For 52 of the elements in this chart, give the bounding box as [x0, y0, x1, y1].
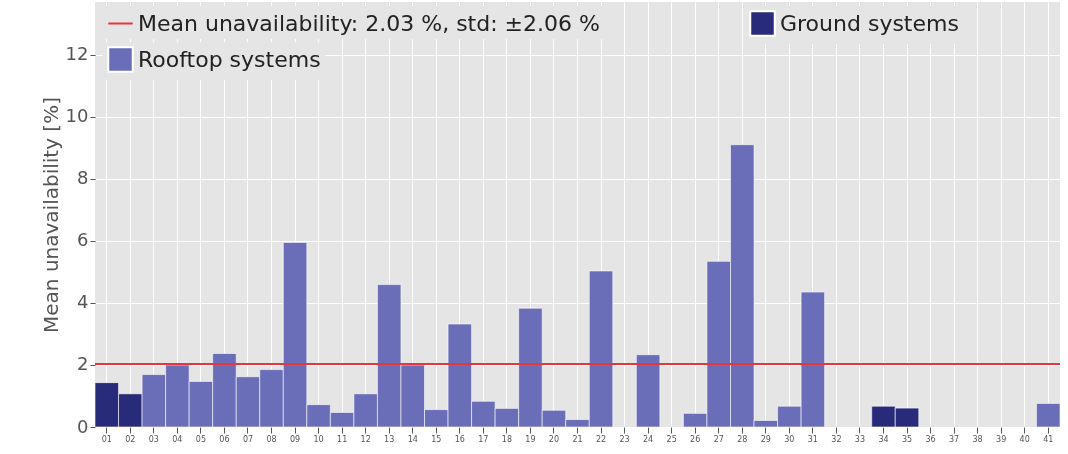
- x-tick-label: 38: [972, 434, 983, 444]
- x-tick-label: 06: [219, 434, 230, 444]
- x-tick-label: 03: [148, 434, 159, 444]
- x-tick-label: 29: [760, 434, 771, 444]
- x-tick-label: 25: [666, 434, 677, 444]
- x-tick-label: 31: [807, 434, 818, 444]
- x-tick-label: 15: [431, 434, 442, 444]
- x-tick-label: 07: [242, 434, 254, 444]
- x-tick-label: 01: [101, 434, 112, 444]
- x-tick-label: 24: [643, 434, 654, 444]
- legend-label: Mean unavailability: 2.03 %, std: ±2.06 %: [138, 10, 600, 36]
- y-tick-label: 2: [77, 353, 89, 375]
- x-tick-label: 19: [525, 434, 536, 444]
- y-tick-label: 8: [77, 167, 89, 189]
- x-tick-label: 11: [337, 434, 348, 444]
- x-tick-label: 34: [878, 434, 889, 444]
- x-tick-label: 04: [172, 434, 183, 444]
- x-tick-label: 08: [266, 434, 277, 444]
- x-tick-label: 27: [713, 434, 724, 444]
- x-tick-label: 30: [784, 434, 795, 444]
- x-tick-label: 28: [737, 434, 748, 444]
- y-tick-label: 0: [77, 415, 89, 437]
- x-tick-label: 37: [948, 434, 960, 444]
- x-tick-label: 33: [854, 434, 866, 444]
- y-tick-label: 10: [65, 105, 89, 127]
- x-tick-label: 41: [1043, 434, 1054, 444]
- y-tick-label: 6: [77, 229, 89, 251]
- x-tick-label: 05: [195, 434, 207, 444]
- x-tick-label: 12: [360, 434, 371, 444]
- x-tick-label: 02: [125, 434, 136, 444]
- y-axis-title: Mean unavailability [%]: [38, 97, 63, 333]
- x-tick-label: 10: [313, 434, 324, 444]
- x-tick-label: 23: [619, 434, 630, 444]
- x-tick-label: 26: [690, 434, 701, 444]
- x-tick-label: 36: [925, 434, 936, 444]
- x-tick-label: 17: [478, 434, 489, 444]
- legend-label: Ground systems: [780, 10, 959, 36]
- legend-label: Rooftop systems: [138, 46, 321, 72]
- y-tick-label: 12: [65, 43, 89, 65]
- x-tick-label: 32: [831, 434, 842, 444]
- x-tick-label: 21: [572, 434, 583, 444]
- x-tick-label: 22: [595, 434, 607, 444]
- x-tick-label: 20: [548, 434, 560, 444]
- x-tick-label: 35: [901, 434, 913, 444]
- x-tick-label: 18: [501, 434, 512, 444]
- x-tick-label: 40: [1019, 434, 1030, 444]
- x-tick-label: 13: [384, 434, 395, 444]
- x-tick-label: 16: [454, 434, 465, 444]
- x-tick-label: 39: [996, 434, 1007, 444]
- y-tick-label: 4: [77, 291, 89, 313]
- x-tick-label: 09: [289, 434, 301, 444]
- x-tick-label: 14: [407, 434, 418, 444]
